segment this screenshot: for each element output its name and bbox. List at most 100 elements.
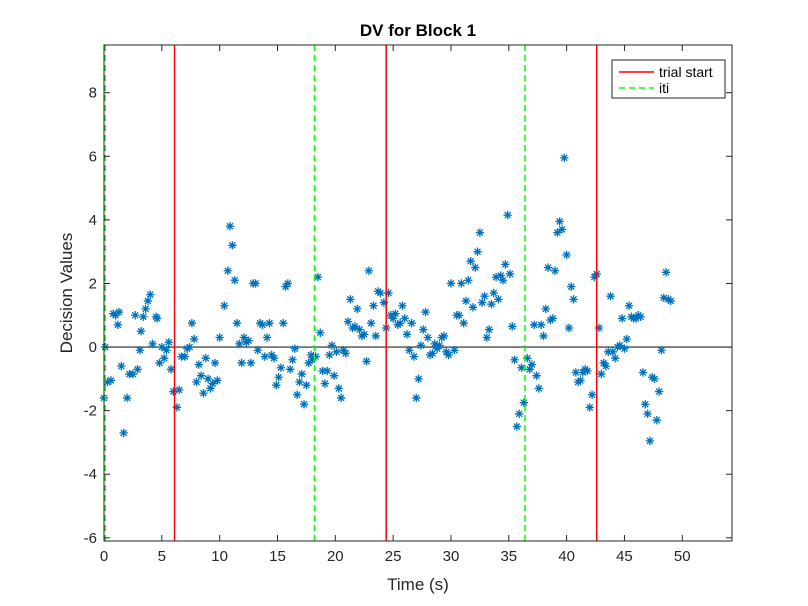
data-point [454, 311, 464, 320]
data-point [174, 385, 184, 395]
data-point [457, 279, 466, 288]
data-point [525, 365, 534, 374]
data-point [162, 346, 171, 355]
data-point [157, 342, 167, 352]
data-point [466, 257, 475, 266]
data-point [505, 269, 515, 279]
data-point [519, 398, 529, 407]
x-tick-label: 25 [385, 548, 402, 565]
data-point [412, 393, 421, 403]
data-point [172, 403, 182, 412]
data-point [567, 282, 576, 291]
data-point [527, 360, 537, 369]
data-point [119, 428, 128, 438]
x-tick-label: 30 [443, 548, 460, 565]
data-point [585, 403, 594, 412]
data-point [489, 288, 498, 298]
data-point [435, 341, 444, 350]
data-point [473, 247, 482, 256]
data-point [439, 331, 449, 341]
data-point [346, 295, 355, 304]
data-point [316, 328, 325, 337]
data-point [220, 301, 229, 310]
data-point [444, 350, 453, 360]
legend: trial start iti [611, 59, 726, 99]
data-point [395, 319, 405, 328]
data-point [553, 228, 562, 237]
data-point [288, 355, 297, 364]
data-point [400, 314, 409, 323]
data-point [135, 346, 145, 355]
data-point [643, 409, 652, 419]
data-point [402, 330, 412, 339]
data-point [423, 333, 433, 342]
data-point [313, 272, 323, 282]
data-point [416, 341, 426, 350]
data-point [239, 333, 249, 342]
data-point [131, 311, 140, 320]
data-point [617, 314, 627, 323]
data-point [459, 319, 468, 328]
data-point [114, 307, 124, 317]
data-point [384, 288, 393, 298]
data-point [376, 288, 385, 298]
data-point [636, 312, 645, 322]
data-point [223, 266, 232, 275]
data-point [136, 326, 146, 336]
data-point [560, 153, 569, 163]
data-point [350, 322, 360, 331]
x-tick-label: 20 [327, 548, 344, 565]
data-point [251, 279, 260, 288]
data-point [196, 371, 206, 380]
data-point [597, 369, 606, 379]
data-point [306, 350, 316, 360]
x-tick-label: 40 [558, 548, 575, 565]
data-point [292, 390, 302, 399]
data-point [604, 347, 613, 357]
data-point [477, 298, 487, 307]
data-point [299, 400, 309, 409]
x-tick-label: 0 [100, 548, 108, 565]
data-point [208, 379, 217, 388]
data-point [487, 299, 496, 309]
data-point [659, 293, 668, 302]
x-tick-label: 35 [500, 548, 517, 565]
y-tick-label: -2 [84, 403, 97, 420]
data-point [210, 358, 220, 368]
data-point [512, 422, 522, 431]
data-point [360, 330, 369, 339]
data-point [192, 377, 201, 387]
data-point [203, 374, 213, 384]
data-point [594, 323, 604, 333]
x-tick-label: 15 [269, 548, 286, 565]
data-point [113, 320, 123, 329]
y-tick-label: 0 [89, 339, 97, 356]
data-point [583, 366, 592, 376]
data-point [155, 358, 164, 368]
data-point [180, 352, 190, 361]
data-point [514, 409, 524, 419]
data-point [265, 319, 274, 328]
data-point [153, 314, 162, 323]
data-point [498, 276, 508, 285]
data-point [225, 222, 235, 231]
data-point [571, 368, 581, 377]
data-point [475, 228, 485, 237]
y-tick-label: -6 [84, 530, 97, 547]
data-point [508, 322, 517, 331]
data-point [541, 304, 550, 314]
data-point [355, 325, 364, 334]
data-point [190, 334, 199, 344]
data-point [244, 336, 253, 345]
marks-layer [99, 45, 732, 541]
data-point [169, 387, 178, 396]
data-point [295, 377, 304, 387]
data-point [366, 319, 376, 328]
data-point [307, 355, 317, 364]
y-tick-label: 4 [89, 212, 97, 229]
data-point [517, 363, 526, 372]
data-point [550, 266, 560, 275]
data-point [468, 303, 478, 312]
data-point [269, 353, 279, 363]
data-point [139, 312, 148, 322]
